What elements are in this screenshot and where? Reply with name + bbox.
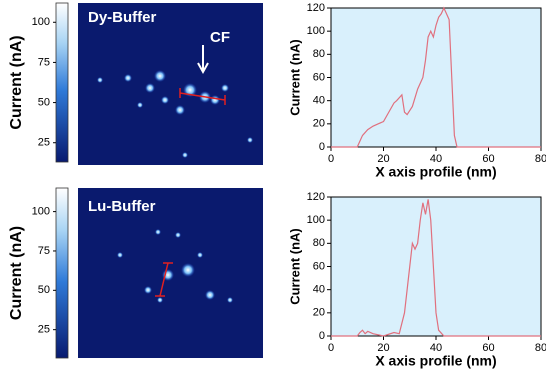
image-bottom: Lu-Buffer	[78, 188, 263, 358]
colorbar-tick-label: 50	[38, 96, 50, 108]
plot-area	[330, 7, 542, 148]
y-tick-label: 40	[313, 284, 325, 296]
colorbar-tick-label: 50	[38, 284, 50, 296]
y-tick-label: 80	[313, 48, 325, 60]
x-tick-label: 40	[430, 342, 442, 354]
y-tick-label: 20	[313, 307, 325, 319]
image-label: Lu-Buffer	[88, 198, 156, 215]
colorbar	[55, 2, 69, 163]
x-axis-label: X axis profile (nm)	[375, 353, 496, 369]
image-top: Dy-Buffer CF	[78, 3, 263, 165]
colorbar-label: Current (nA)	[8, 35, 25, 129]
x-tick-label: 80	[535, 153, 546, 165]
colorbar-tick-label: 25	[38, 324, 50, 336]
y-tick-label: 0	[319, 141, 325, 153]
colorbar-tick-label: 75	[38, 56, 50, 68]
colorbar-label: Current (nA)	[8, 226, 25, 320]
x-tick-label: 80	[535, 342, 546, 354]
colorbar-tick-label: 75	[38, 245, 50, 257]
x-tick-label: 60	[482, 342, 494, 354]
x-axis-label: X axis profile (nm)	[375, 164, 496, 180]
y-tick-label: 60	[313, 260, 325, 272]
y-tick-label: 100	[307, 214, 325, 226]
y-tick-label: 100	[307, 25, 325, 37]
x-tick-label: 60	[482, 153, 494, 165]
y-axis-label: Current (nA)	[287, 39, 302, 116]
y-axis-label: Current (nA)	[287, 228, 302, 305]
data-line	[331, 6, 541, 148]
data-line	[331, 199, 541, 337]
colorbar-tick-label: 100	[32, 206, 50, 218]
x-tick-label: 20	[377, 342, 389, 354]
image-label: Dy-Buffer	[88, 9, 156, 26]
y-tick-label: 20	[313, 118, 325, 130]
y-tick-label: 120	[307, 191, 325, 203]
colorbar-tick-label: 100	[32, 16, 50, 28]
colorbar-tick-label: 25	[38, 137, 50, 149]
x-tick-label: 0	[328, 342, 334, 354]
y-tick-label: 120	[307, 2, 325, 14]
y-tick-label: 40	[313, 95, 325, 107]
annotation: CF	[210, 29, 230, 46]
x-tick-label: 20	[377, 153, 389, 165]
x-tick-label: 40	[430, 153, 442, 165]
y-tick-label: 0	[319, 330, 325, 342]
x-tick-label: 0	[328, 153, 334, 165]
colorbar	[55, 187, 69, 359]
y-tick-label: 80	[313, 237, 325, 249]
y-tick-label: 60	[313, 71, 325, 83]
